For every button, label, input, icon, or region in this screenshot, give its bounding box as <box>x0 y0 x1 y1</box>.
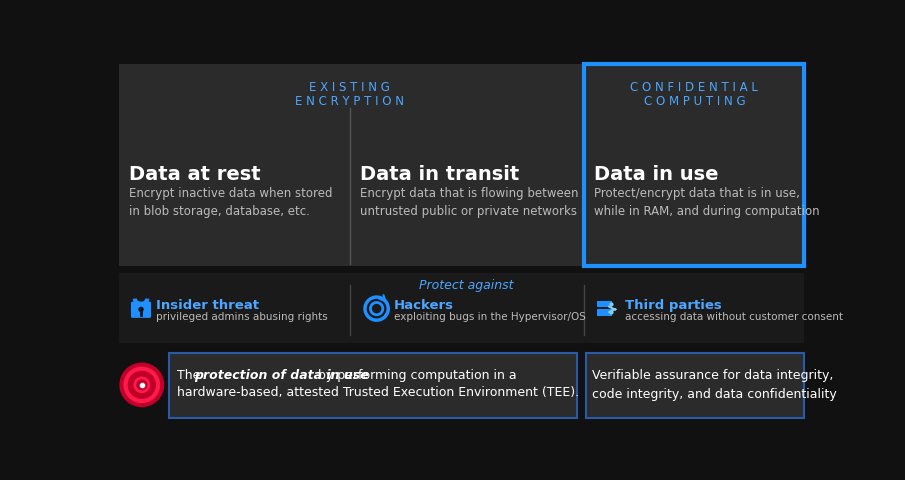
Text: Insider threat: Insider threat <box>156 299 259 312</box>
Text: Protect against: Protect against <box>419 279 514 292</box>
FancyBboxPatch shape <box>585 64 805 266</box>
Text: Data in transit: Data in transit <box>359 166 519 184</box>
Text: Encrypt inactive data when stored
in blob storage, database, etc.: Encrypt inactive data when stored in blo… <box>129 187 332 218</box>
Text: by performing computation in a: by performing computation in a <box>314 370 517 383</box>
Text: The: The <box>176 370 204 383</box>
Text: Third parties: Third parties <box>624 299 721 312</box>
FancyBboxPatch shape <box>169 352 577 418</box>
Text: C O M P U T I N G: C O M P U T I N G <box>643 95 745 108</box>
Text: accessing data without customer consent: accessing data without customer consent <box>624 312 843 322</box>
Text: privileged admins abusing rights: privileged admins abusing rights <box>156 312 328 322</box>
Text: Verifiable assurance for data integrity,
code integrity, and data confidentialit: Verifiable assurance for data integrity,… <box>592 370 837 401</box>
Text: exploiting bugs in the Hypervisor/OS: exploiting bugs in the Hypervisor/OS <box>394 312 586 322</box>
Text: Protect/encrypt data that is in use,
while in RAM, and during computation: Protect/encrypt data that is in use, whi… <box>594 187 819 218</box>
Text: Data in use: Data in use <box>594 166 719 184</box>
Text: C O N F I D E N T I A L: C O N F I D E N T I A L <box>631 81 758 94</box>
FancyBboxPatch shape <box>596 301 612 307</box>
Text: Encrypt data that is flowing between
untrusted public or private networks: Encrypt data that is flowing between unt… <box>359 187 578 218</box>
FancyBboxPatch shape <box>596 310 612 315</box>
FancyBboxPatch shape <box>586 352 805 418</box>
Text: E N C R Y P T I O N: E N C R Y P T I O N <box>295 95 404 108</box>
Text: Data at rest: Data at rest <box>129 166 261 184</box>
FancyBboxPatch shape <box>131 302 151 318</box>
Text: E X I S T I N G: E X I S T I N G <box>310 81 390 94</box>
Text: protection of data in use: protection of data in use <box>194 370 368 383</box>
Text: hardware-based, attested Trusted Execution Environment (TEE).: hardware-based, attested Trusted Executi… <box>176 386 579 399</box>
Text: Hackers: Hackers <box>394 299 453 312</box>
Circle shape <box>119 362 165 407</box>
FancyBboxPatch shape <box>119 273 805 343</box>
FancyBboxPatch shape <box>119 64 805 266</box>
Circle shape <box>138 307 144 312</box>
Circle shape <box>131 374 153 396</box>
